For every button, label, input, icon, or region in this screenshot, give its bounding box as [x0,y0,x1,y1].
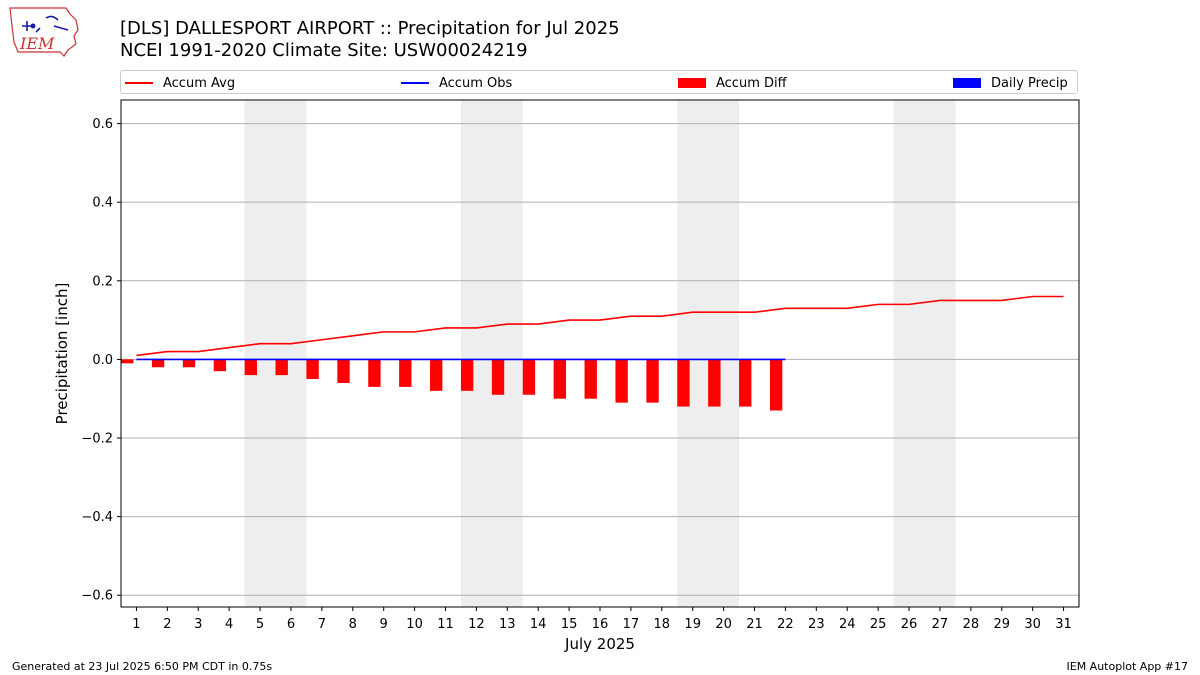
legend: Accum Avg Accum Obs Accum Diff Daily Pre… [120,70,1078,94]
iowa-outline-icon [9,7,79,57]
y-tick-label: 0.2 [92,274,113,289]
x-tick-label: 2 [163,617,171,632]
accum-diff-bar [553,359,567,399]
x-tick-label: 19 [684,617,701,632]
y-axis-ticks: −0.6 −0.4 −0.2 0.0 0.2 0.4 0.6 [81,117,121,604]
weekend-band-5 [244,100,307,607]
accum-diff-bar [151,359,165,368]
weekend-band-26 [893,100,956,607]
y-tick-label: 0.6 [92,117,113,132]
y-tick-label: 0.0 [92,353,113,368]
x-tick-label: 29 [993,617,1010,632]
accum-diff-bar [677,359,690,407]
accum-diff-bar [244,359,257,376]
iem-logo: IEM [9,7,79,57]
y-tick-label: −0.2 [81,432,113,447]
y-tick-label: −0.6 [81,589,113,604]
legend-swatch-accum-avg [125,82,153,84]
x-axis-label: July 2025 [564,635,635,653]
series-lines [136,295,1064,361]
accum-diff-bar [491,359,505,395]
weather-icon [22,15,69,33]
x-tick-label: 24 [839,617,856,632]
accum-diff-bar [182,359,196,368]
x-tick-label: 30 [1024,617,1041,632]
weekend-band-12 [460,100,523,607]
y-tick-label: −0.4 [81,510,113,525]
accum-diff-bar [646,359,659,403]
accum-diff-bar [708,359,721,407]
accum-diff-bar [337,359,350,383]
x-tick-label: 8 [349,617,357,632]
x-axis-ticks: 1 2 3 4 5 6 7 8 9 10 11 12 13 14 15 16 17 18 19 20 21 22 23 24 2… [132,607,1072,632]
legend-swatch-daily-precip [953,78,981,88]
x-tick-label: 12 [468,617,485,632]
x-tick-label: 26 [901,617,918,632]
accum-diff-bar [306,359,319,380]
x-tick-label: 20 [715,617,732,632]
accum-diff-bar [615,359,628,403]
x-tick-label: 27 [932,617,949,632]
x-tick-label: 5 [256,617,264,632]
logo-text: IEM [19,34,55,53]
legend-label-accum-obs: Accum Obs [439,75,513,91]
x-tick-label: 9 [380,617,388,632]
legend-item-accum-avg: Accum Avg [125,74,235,92]
accum-diff-bar [769,359,783,411]
legend-swatch-accum-diff [678,78,706,88]
accum-diff-bar [430,359,443,391]
x-tick-label: 15 [561,617,578,632]
accum-diff-bar [460,359,474,391]
chart-title: [DLS] DALLESPORT AIRPORT :: Precipitatio… [120,18,620,39]
x-tick-label: 11 [437,617,454,632]
weekend-band-19 [677,100,740,607]
accum-diff-bar [584,359,597,399]
x-tick-label: 16 [592,617,609,632]
x-tick-label: 17 [623,617,640,632]
y-tick-label: 0.4 [92,196,113,211]
y-axis-label: Precipitation [inch] [53,283,71,425]
x-tick-label: 7 [318,617,326,632]
accum-diff-bar [275,359,288,376]
chart-subtitle: NCEI 1991-2020 Climate Site: USW00024219 [120,40,528,61]
x-tick-label: 23 [808,617,825,632]
accum-diff-bar [522,359,536,395]
x-tick-label: 6 [287,617,295,632]
accum-diff-bar [399,359,412,387]
x-tick-label: 10 [406,617,423,632]
x-tick-label: 21 [746,617,763,632]
x-tick-label: 13 [499,617,516,632]
footer-generated-note: Generated at 23 Jul 2025 6:50 PM CDT in … [12,660,273,673]
x-tick-label: 14 [530,617,547,632]
x-tick-label: 3 [194,617,202,632]
y-gridlines [121,123,1079,596]
x-tick-label: 31 [1055,617,1072,632]
x-tick-label: 4 [225,617,233,632]
accum-diff-bars [121,359,783,411]
accum-diff-bar [739,359,752,407]
accum-avg-line [136,295,1064,357]
legend-label-accum-avg: Accum Avg [163,75,236,91]
legend-label-daily-precip: Daily Precip [991,75,1068,91]
accum-diff-bar [121,359,134,364]
accum-diff-bar [213,359,227,372]
weekend-shading [244,100,956,607]
legend-item-daily-precip: Daily Precip [953,74,1068,92]
x-tick-label: 25 [870,617,887,632]
x-tick-label: 18 [654,617,671,632]
x-tick-label: 22 [777,617,794,632]
legend-item-accum-obs: Accum Obs [401,74,512,92]
accum-diff-bar [368,359,381,387]
legend-label-accum-diff: Accum Diff [716,75,787,91]
footer-app-id: IEM Autoplot App #17 [1066,660,1189,673]
sensor-dot-icon [30,23,36,29]
x-tick-label: 28 [963,617,980,632]
x-tick-label: 1 [132,617,140,632]
legend-swatch-accum-obs [401,82,429,84]
legend-item-accum-diff: Accum Diff [678,74,787,92]
